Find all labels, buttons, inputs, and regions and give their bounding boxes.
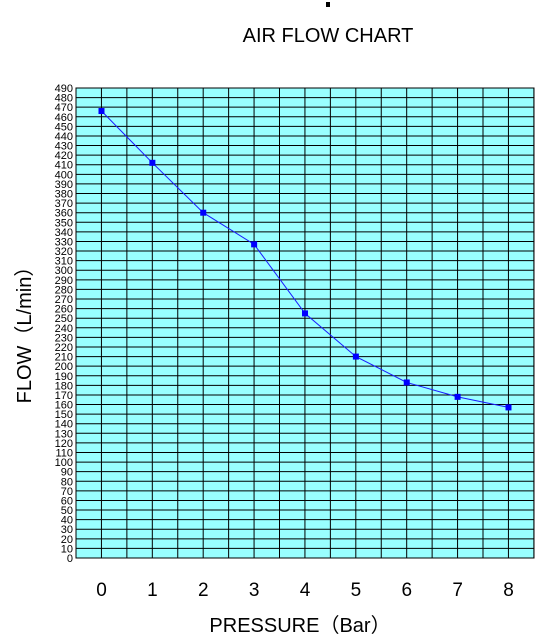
x-tick-label: 1 <box>147 580 158 601</box>
y-tick-label: 260 <box>55 304 73 316</box>
x-tick-label: 4 <box>300 580 311 601</box>
y-tick-label: 180 <box>55 380 73 392</box>
y-tick-label: 270 <box>55 294 73 306</box>
y-tick-label: 200 <box>55 361 73 373</box>
y-tick-label: 190 <box>55 371 73 383</box>
y-tick-label: 220 <box>55 342 73 354</box>
y-tick-label: 230 <box>55 332 73 344</box>
y-tick-label: 140 <box>55 419 73 431</box>
y-tick-label: 440 <box>55 131 73 143</box>
y-tick-label: 30 <box>61 524 73 536</box>
y-tick-label: 90 <box>61 467 73 479</box>
data-point <box>352 353 359 360</box>
y-tick-label: 460 <box>55 112 73 124</box>
y-tick-labels: 0102030405060708090100110120130140150160… <box>55 83 73 565</box>
page-dot <box>326 2 330 7</box>
y-tick-label: 420 <box>55 150 73 162</box>
y-tick-label: 430 <box>55 141 73 153</box>
y-tick-label: 310 <box>55 256 73 268</box>
y-tick-label: 390 <box>55 179 73 191</box>
x-tick-label: 8 <box>503 580 514 601</box>
y-tick-label: 340 <box>55 227 73 239</box>
y-tick-label: 10 <box>61 543 73 555</box>
y-tick-label: 320 <box>55 246 73 258</box>
y-tick-label: 210 <box>55 352 73 364</box>
y-tick-label: 70 <box>61 486 73 498</box>
y-tick-label: 100 <box>55 457 73 469</box>
y-axis-label: FLOW（L/min） <box>13 257 36 404</box>
data-point <box>251 241 258 248</box>
y-tick-label: 470 <box>55 102 73 114</box>
y-tick-label: 400 <box>55 169 73 181</box>
y-tick-label: 50 <box>61 505 73 517</box>
y-tick-label: 60 <box>61 495 73 507</box>
grid-lines <box>75 87 535 559</box>
y-tick-label: 280 <box>55 284 73 296</box>
y-tick-label: 120 <box>55 438 73 450</box>
y-tick-label: 40 <box>61 515 73 527</box>
y-tick-label: 330 <box>55 236 73 248</box>
y-tick-label: 130 <box>55 428 73 440</box>
y-tick-label: 150 <box>55 409 73 421</box>
data-point <box>505 404 512 411</box>
x-tick-labels: 0 1 2 3 4 5 6 7 8 <box>96 580 514 601</box>
x-tick-label: 5 <box>351 580 362 601</box>
y-tick-label: 20 <box>61 534 73 546</box>
y-tick-label: 80 <box>61 476 73 488</box>
y-tick-label: 380 <box>55 189 73 201</box>
x-tick-label: 7 <box>452 580 463 601</box>
data-point <box>454 393 461 400</box>
y-tick-label: 300 <box>55 265 73 277</box>
x-tick-label: 2 <box>198 580 209 601</box>
chart-title: AIR FLOW CHART <box>243 25 414 47</box>
y-tick-label: 250 <box>55 313 73 325</box>
x-tick-label: 6 <box>401 580 412 601</box>
data-point <box>149 159 156 166</box>
y-tick-label: 450 <box>55 121 73 133</box>
y-tick-label: 480 <box>55 93 73 105</box>
data-point <box>403 379 410 386</box>
y-tick-label: 370 <box>55 198 73 210</box>
y-tick-label: 160 <box>55 400 73 412</box>
y-tick-label: 490 <box>55 83 73 95</box>
y-tick-label: 240 <box>55 323 73 335</box>
y-tick-label: 350 <box>55 217 73 229</box>
y-tick-label: 0 <box>67 553 73 565</box>
y-tick-label: 170 <box>55 390 73 402</box>
data-point <box>98 108 105 115</box>
x-tick-label: 0 <box>96 580 107 601</box>
data-point <box>302 310 308 317</box>
data-point <box>200 209 207 216</box>
y-tick-label: 410 <box>55 160 73 172</box>
y-tick-label: 360 <box>55 208 73 220</box>
x-tick-label: 3 <box>249 580 260 601</box>
x-axis-label: PRESSURE（Bar） <box>209 614 390 636</box>
y-tick-label: 290 <box>55 275 73 287</box>
series-markers <box>98 108 512 411</box>
y-tick-label: 110 <box>55 447 73 459</box>
